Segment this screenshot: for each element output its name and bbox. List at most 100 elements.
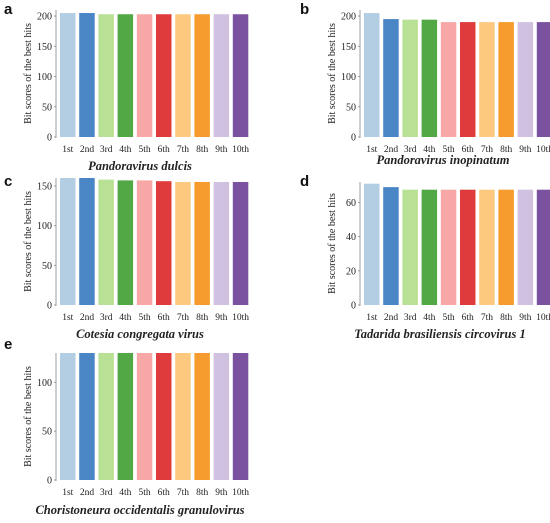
bar-3rd xyxy=(402,19,418,137)
y-tick-label: 100 xyxy=(37,378,52,389)
bar-3rd xyxy=(402,189,418,305)
x-tick-label: 9th xyxy=(215,145,227,155)
x-tick-label: 4th xyxy=(423,145,435,155)
x-tick-label: 2nd xyxy=(384,313,399,323)
x-tick-label: 7th xyxy=(177,145,189,155)
x-tick-label: 8th xyxy=(196,313,208,323)
bar-9th xyxy=(213,353,230,480)
bar-5th xyxy=(136,353,153,480)
x-tick-label: 1st xyxy=(62,145,73,155)
x-tick-label: 6th xyxy=(158,313,170,323)
x-tick-label: 1st xyxy=(62,313,73,323)
bar-10th xyxy=(536,189,550,305)
y-tick-label: 60 xyxy=(346,198,356,209)
bar-1st xyxy=(60,353,76,480)
x-tick-label: 8th xyxy=(500,145,512,155)
y-axis-label: Bit scores of the best hits xyxy=(23,191,34,292)
x-tick-label: 3rd xyxy=(404,313,417,323)
panel-letter: b xyxy=(300,1,309,18)
x-tick-label: 10th xyxy=(536,313,550,323)
x-tick-label: 5th xyxy=(138,488,150,498)
bar-7th xyxy=(175,353,191,480)
y-tick-label: 150 xyxy=(37,181,52,192)
bar-3rd xyxy=(98,14,114,137)
bar-6th xyxy=(156,14,172,137)
bar-7th xyxy=(175,181,191,305)
y-tick-label: 0 xyxy=(47,133,52,144)
bar-8th xyxy=(194,14,210,137)
panel-letter: d xyxy=(300,173,309,190)
bar-5th xyxy=(440,22,457,137)
x-tick-label: 1st xyxy=(366,313,377,323)
bar-4th xyxy=(117,180,134,305)
x-tick-label: 8th xyxy=(196,145,208,155)
x-tick-label: 10th xyxy=(232,313,249,323)
y-tick-label: 50 xyxy=(42,261,52,272)
bar-5th xyxy=(440,189,457,305)
bar-9th xyxy=(213,14,230,137)
panel-letter: a xyxy=(4,1,13,18)
x-tick-label: 6th xyxy=(462,145,474,155)
panel-title: Tadarida brasiliensis circovirus 1 xyxy=(354,327,525,341)
y-tick-label: 50 xyxy=(346,102,356,113)
y-tick-label: 50 xyxy=(42,427,52,438)
bar-4th xyxy=(117,14,134,137)
bar-8th xyxy=(194,353,210,480)
y-tick-label: 150 xyxy=(341,42,356,53)
x-tick-label: 10th xyxy=(232,488,249,498)
y-axis-label: Bit scores of the best hits xyxy=(327,23,338,124)
bar-6th xyxy=(156,181,172,305)
x-tick-label: 4th xyxy=(423,313,435,323)
bar-4th xyxy=(421,19,438,137)
x-tick-label: 4th xyxy=(119,313,131,323)
x-tick-label: 6th xyxy=(158,145,170,155)
x-tick-label: 8th xyxy=(196,488,208,498)
y-tick-label: 0 xyxy=(47,476,52,487)
bar-6th xyxy=(460,22,476,137)
bar-10th xyxy=(232,181,249,305)
x-tick-label: 1st xyxy=(366,145,377,155)
x-tick-label: 9th xyxy=(215,313,227,323)
y-axis-label: Bit scores of the best hits xyxy=(23,366,34,467)
x-tick-label: 9th xyxy=(215,488,227,498)
x-tick-label: 1st xyxy=(62,488,73,498)
y-tick-label: 20 xyxy=(346,266,356,277)
bar-3rd xyxy=(98,179,114,305)
bar-9th xyxy=(213,181,230,305)
bar-9th xyxy=(517,22,534,137)
x-tick-label: 2nd xyxy=(80,488,95,498)
x-tick-label: 9th xyxy=(519,313,531,323)
x-tick-label: 10th xyxy=(232,145,249,155)
bar-1st xyxy=(60,178,76,305)
bar-2nd xyxy=(383,19,399,138)
panel-title: Pandoravirus inopinatum xyxy=(376,153,509,167)
y-tick-label: 0 xyxy=(47,301,52,312)
panel-letter: e xyxy=(4,336,12,353)
x-tick-label: 3rd xyxy=(100,145,113,155)
x-tick-label: 5th xyxy=(442,313,454,323)
x-tick-label: 7th xyxy=(481,313,493,323)
x-tick-label: 4th xyxy=(119,145,131,155)
y-tick-label: 0 xyxy=(351,301,356,312)
y-tick-label: 200 xyxy=(37,12,52,23)
y-axis-label: Bit scores of the best hits xyxy=(23,23,34,124)
bar-8th xyxy=(498,22,514,137)
y-tick-label: 100 xyxy=(37,221,52,232)
x-tick-label: 2nd xyxy=(384,145,399,155)
panel-letter: c xyxy=(4,173,12,190)
y-tick-label: 150 xyxy=(37,42,52,53)
bar-2nd xyxy=(79,353,95,480)
bar-7th xyxy=(479,189,495,305)
x-tick-label: 5th xyxy=(138,313,150,323)
x-tick-label: 7th xyxy=(481,145,493,155)
bar-2nd xyxy=(383,187,399,305)
x-tick-label: 7th xyxy=(177,313,189,323)
x-tick-label: 8th xyxy=(500,313,512,323)
x-tick-label: 4th xyxy=(119,488,131,498)
bar-7th xyxy=(175,14,191,137)
y-axis-label: Bit scores of the best hits xyxy=(327,193,338,294)
bar-10th xyxy=(232,14,249,137)
